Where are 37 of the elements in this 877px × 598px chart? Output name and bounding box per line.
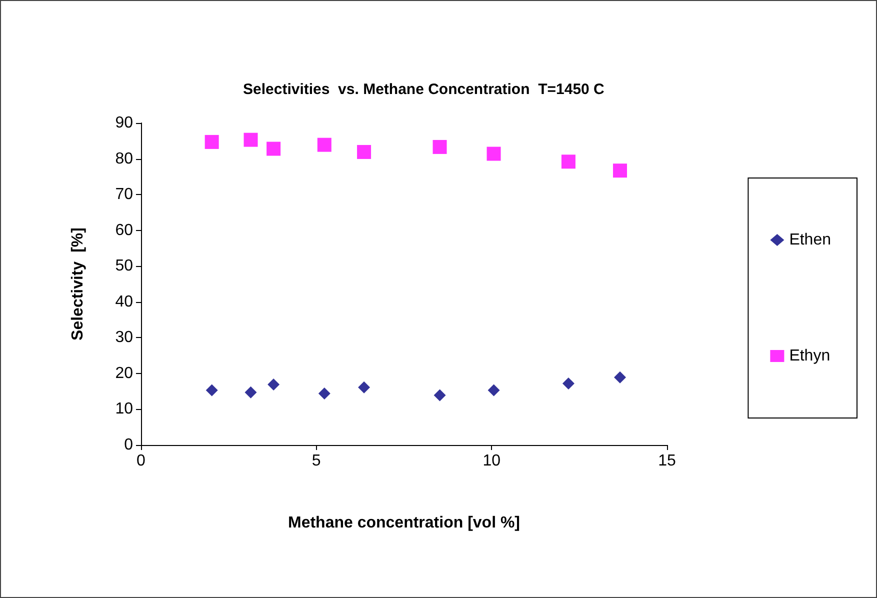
point: [266, 142, 281, 156]
x-tick-label: 5: [312, 452, 321, 470]
point: [434, 389, 446, 402]
point: [486, 146, 501, 161]
point: [357, 144, 372, 159]
y-tick-label: 40: [115, 293, 134, 310]
x-tick-label: 15: [658, 452, 676, 470]
point: [206, 384, 218, 396]
y-tick-label: 0: [124, 436, 134, 454]
y-tick-label: 10: [115, 400, 134, 418]
legend-label: Ethyn: [789, 348, 830, 364]
chart-title: Selectivities vs. Methane Concentration T=1450 C: [243, 81, 605, 98]
y-tick-label: 90: [115, 114, 134, 132]
x-tick-label: 10: [482, 452, 501, 470]
point: [318, 387, 330, 400]
y-tick-label: 70: [115, 186, 134, 204]
point: [268, 378, 280, 391]
point: [317, 138, 332, 152]
y-tick-label: 80: [115, 150, 134, 168]
point: [561, 154, 576, 169]
y-tick-label: 20: [115, 364, 134, 382]
point: [244, 386, 257, 398]
point: [244, 132, 258, 147]
point: [432, 140, 447, 154]
y-axis-title: Selectivity [%]: [70, 228, 86, 340]
point: [358, 381, 370, 394]
point: [614, 371, 626, 384]
y-tick-label: 30: [115, 329, 134, 346]
y-tick-label: 60: [115, 222, 134, 239]
point: [613, 164, 628, 178]
x-axis-title: Methane concentration [vol %]: [288, 514, 520, 532]
point: [562, 377, 574, 390]
y-tick-label: 50: [115, 258, 134, 275]
point: [488, 384, 500, 396]
point: [204, 134, 219, 149]
legend-label: Ethen: [789, 232, 831, 248]
x-tick-label: 0: [136, 452, 146, 470]
